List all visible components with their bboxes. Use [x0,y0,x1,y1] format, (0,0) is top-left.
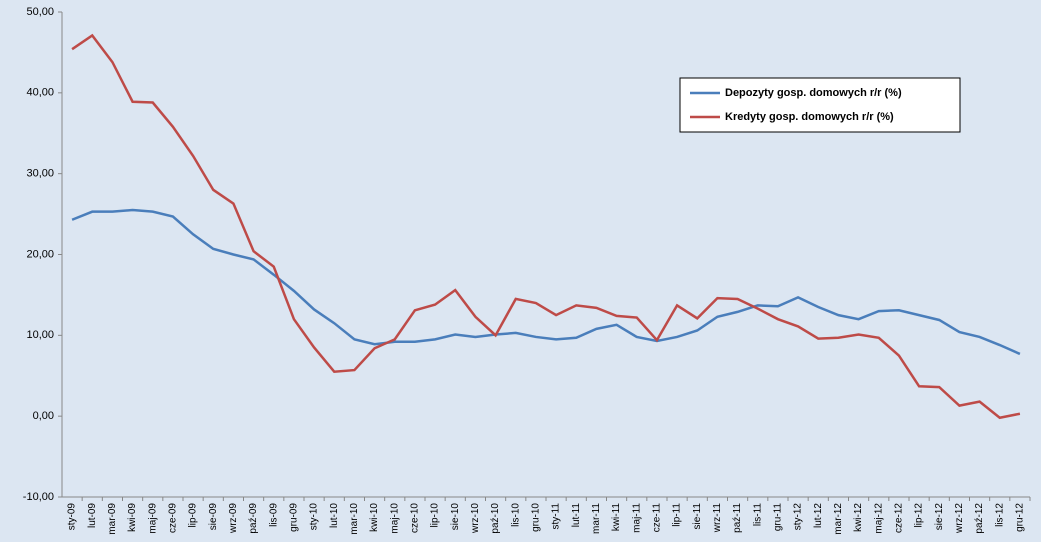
y-tick-label: 50,00 [26,6,54,18]
series-line [71,208,1021,356]
x-tick-label: sie-09 [208,503,219,531]
x-tick-label: lip-10 [430,503,441,528]
legend-label: Depozyty gosp. domowych r/r (%) [725,87,902,99]
x-tick-label: paź-09 [248,503,259,534]
x-tick-label: kwi-10 [369,503,380,532]
x-tick-label: gru-12 [1015,503,1026,532]
y-tick-label: 20,00 [26,248,54,260]
x-tick-label: sty-12 [793,503,804,531]
x-tick-label: cze-09 [168,503,179,533]
x-tick-label: mar-10 [349,503,360,535]
x-tick-label: lut-10 [329,503,340,528]
x-tick-label: maj-12 [873,503,884,534]
x-tick-label: lip-09 [188,503,199,528]
x-tick-label: kwi-11 [611,503,622,532]
x-tick-label: lut-09 [87,503,98,528]
x-tick-label: wrz-11 [712,503,723,534]
x-tick-label: mar-11 [591,503,602,534]
x-tick-label: paź-12 [974,503,985,534]
x-tick-label: gru-09 [289,503,300,532]
x-tick-label: lut-12 [813,503,824,528]
x-tick-label: lip-12 [914,503,925,528]
x-tick-label: cze-11 [652,503,663,533]
x-tick-label: kwi-09 [127,503,138,532]
x-tick-label: sie-11 [692,503,703,530]
x-tick-label: lip-11 [672,503,683,527]
x-tick-label: paź-10 [490,503,501,534]
x-tick-label: sie-10 [450,503,461,531]
x-tick-label: mar-09 [107,503,118,535]
x-tick-label: gru-11 [773,503,784,532]
x-tick-label: lis-10 [510,503,521,527]
x-tick-label: sty-09 [67,503,78,531]
x-tick-label: lis-11 [752,503,763,527]
x-tick-label: lis-09 [268,503,279,527]
x-tick-label: wrz-10 [470,503,481,534]
y-tick-label: 0,00 [33,410,54,422]
x-tick-label: wrz-09 [228,503,239,534]
x-tick-label: sty-11 [551,503,562,530]
x-tick-label: cze-10 [410,503,421,533]
legend-label: Kredyty gosp. domowych r/r (%) [725,111,894,123]
x-tick-label: maj-09 [147,503,158,534]
x-tick-label: sty-10 [309,503,320,531]
y-tick-label: -10,00 [23,491,54,503]
x-tick-label: mar-12 [833,503,844,535]
legend-box [679,77,961,133]
y-tick-label: 30,00 [26,168,54,180]
x-tick-label: wrz-12 [954,503,965,534]
x-tick-label: paź-11 [732,503,743,533]
x-tick-label: lut-11 [571,503,582,528]
y-tick-label: 10,00 [26,329,54,341]
x-tick-label: kwi-12 [853,503,864,532]
x-tick-label: sie-12 [934,503,945,531]
x-tick-label: maj-10 [389,503,400,534]
x-tick-label: lis-12 [994,503,1005,527]
x-tick-label: cze-12 [894,503,905,533]
x-tick-label: maj-11 [631,503,642,533]
series-line [71,33,1021,420]
y-tick-label: 40,00 [26,87,54,99]
x-tick-label: gru-10 [531,503,542,532]
